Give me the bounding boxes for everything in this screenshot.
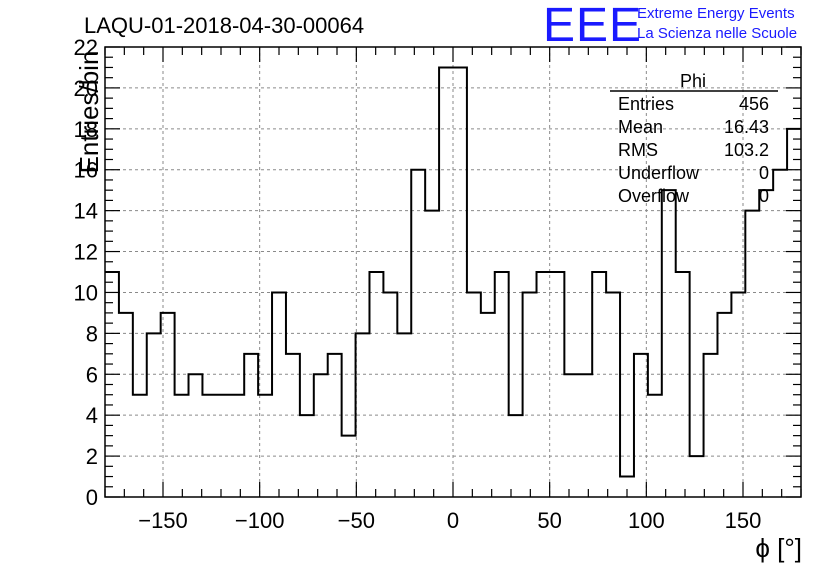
x-tick-label: 150 xyxy=(725,508,762,533)
y-tick-label: 18 xyxy=(74,117,98,142)
chart-grid xyxy=(105,47,801,497)
stats-label-mean: Mean xyxy=(618,117,663,137)
stats-label-rms: RMS xyxy=(618,140,658,160)
eee-logo: EEE Extreme Energy Events La Scienza nel… xyxy=(543,0,797,52)
y-tick-label: 8 xyxy=(86,321,98,346)
x-tick-label: 0 xyxy=(447,508,459,533)
x-tick-label: 50 xyxy=(537,508,561,533)
stats-value-rms: 103.2 xyxy=(724,140,769,160)
stats-label-overflow: Overflow xyxy=(618,186,690,206)
x-tick-label: −100 xyxy=(235,508,285,533)
chart-title: LAQU-01-2018-04-30-00064 xyxy=(84,13,364,38)
x-tick-label: −50 xyxy=(338,508,375,533)
x-tick-label: 100 xyxy=(628,508,665,533)
y-tick-label: 2 xyxy=(86,444,98,469)
x-tick-label: −150 xyxy=(138,508,188,533)
histogram-step-line xyxy=(105,66,801,478)
stats-box-name: Phi xyxy=(680,71,706,91)
stats-value-entries: 456 xyxy=(739,94,769,114)
y-tick-label: 10 xyxy=(74,280,98,305)
eee-logo-mark: EEE xyxy=(543,0,642,52)
stats-value-overflow: 0 xyxy=(759,186,769,206)
stats-label-underflow: Underflow xyxy=(618,163,700,183)
stats-rows: Entries 456 Mean 16.43 RMS 103.2 Underflow 0 Ove… xyxy=(618,94,769,206)
y-tick-label: 22 xyxy=(74,35,98,60)
y-tick-label: 6 xyxy=(86,362,98,387)
eee-logo-line2: La Scienza nelle Scuole xyxy=(637,25,797,42)
axis-ticks xyxy=(104,46,802,498)
y-tick-label: 20 xyxy=(74,76,98,101)
stats-value-underflow: 0 xyxy=(759,163,769,183)
x-axis-label: ϕ [°] xyxy=(755,533,802,563)
y-axis-label: Entries/bin xyxy=(74,51,104,174)
stats-label-entries: Entries xyxy=(618,94,674,114)
eee-logo-line1: Extreme Energy Events xyxy=(637,5,795,22)
y-tick-label: 0 xyxy=(86,485,98,510)
stats-value-mean: 16.43 xyxy=(724,117,769,137)
y-tick-label: 4 xyxy=(86,403,98,428)
y-tick-label: 16 xyxy=(74,158,98,183)
y-tick-label: 12 xyxy=(74,240,98,265)
y-tick-labels: 0 2 4 6 8 10 12 14 16 18 20 22 xyxy=(74,35,98,510)
x-tick-labels: −150 −100 −50 0 50 100 150 xyxy=(138,508,761,533)
stats-box: Phi Entries 456 Mean 16.43 RMS 103.2 Underflow… xyxy=(610,71,778,206)
y-tick-label: 14 xyxy=(74,199,98,224)
